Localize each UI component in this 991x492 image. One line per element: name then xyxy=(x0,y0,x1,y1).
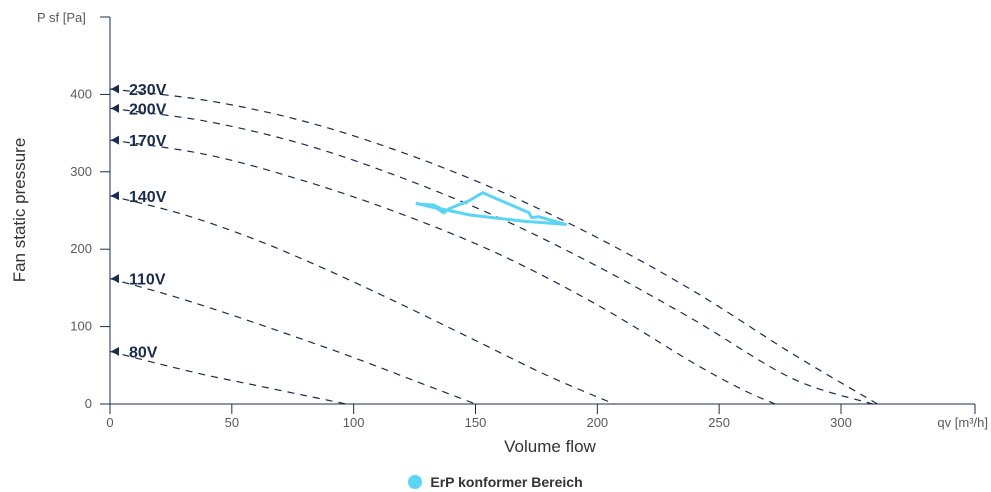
y-unit-label: P sf [Pa] xyxy=(37,10,86,25)
x-tick-label: 250 xyxy=(708,415,730,430)
curve-marker-icon xyxy=(111,191,119,201)
legend-swatch-icon xyxy=(408,475,423,489)
y-axis-title: Fan static pressure xyxy=(10,138,29,283)
erp-area-outline xyxy=(415,191,568,226)
curve-label-80v: 80V xyxy=(129,344,158,361)
fan-curve-200v xyxy=(109,107,873,405)
curve-marker-icon xyxy=(111,346,119,356)
legend: ErP konformer Bereich xyxy=(0,474,991,490)
x-tick-label: 300 xyxy=(830,415,852,430)
curve-label-230v: 230V xyxy=(129,82,167,99)
x-tick-label: 100 xyxy=(343,415,365,430)
y-tick-label: 200 xyxy=(70,241,92,256)
curve-label-140v: 140V xyxy=(129,189,167,206)
x-axis-title: Volume flow xyxy=(504,437,596,456)
curve-label-170v: 170V xyxy=(129,133,167,150)
curve-marker-icon xyxy=(111,103,119,113)
erp-area-layer xyxy=(415,191,568,226)
fan-curve-230v xyxy=(109,88,878,405)
y-tick-label: 400 xyxy=(70,86,92,101)
y-tick-label: 100 xyxy=(70,319,92,334)
fan-curve-110v xyxy=(109,278,476,405)
x-tick-label: 0 xyxy=(106,415,113,430)
y-tick-label: 300 xyxy=(70,164,92,179)
legend-label-erp: ErP konformer Bereich xyxy=(430,474,583,490)
curve-label-200v: 200V xyxy=(129,101,167,118)
fan-curve-80v xyxy=(109,350,347,405)
fan-curve-chart: P sf [Pa] Fan static pressure Volume flo… xyxy=(10,10,988,456)
x-tick-label: 200 xyxy=(586,415,608,430)
curve-label-110v: 110V xyxy=(129,272,166,289)
fan-curves-layer: 230V 200V 170V 140V 110V 80V xyxy=(109,82,878,405)
curve-marker-icon xyxy=(111,84,119,94)
x-unit-label: qv [m³/h] xyxy=(937,415,988,430)
y-tick-label: 0 xyxy=(85,396,92,411)
curve-marker-icon xyxy=(111,135,119,145)
curve-marker-icon xyxy=(111,274,119,284)
fan-curve-170v xyxy=(109,139,776,405)
x-tick-label: 50 xyxy=(225,415,239,430)
x-tick-label: 150 xyxy=(465,415,487,430)
legend-item-erp[interactable]: ErP konformer Bereich xyxy=(408,474,583,490)
axes-layer: 0 100 200 300 400 0 50 100 150 200 250 300 xyxy=(70,16,976,430)
